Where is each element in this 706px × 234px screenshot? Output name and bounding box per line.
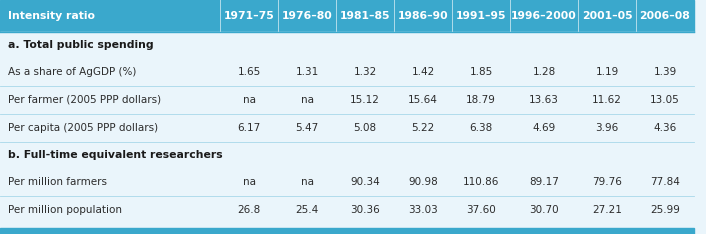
Text: 1.31: 1.31	[295, 67, 318, 77]
Text: 77.84: 77.84	[650, 177, 680, 187]
Text: 1976–80: 1976–80	[282, 11, 333, 21]
Text: 1.39: 1.39	[653, 67, 676, 77]
Text: 1.19: 1.19	[595, 67, 618, 77]
Text: 26.8: 26.8	[237, 205, 261, 215]
Text: 90.98: 90.98	[408, 177, 438, 187]
Text: 1.28: 1.28	[532, 67, 556, 77]
Text: 1.42: 1.42	[412, 67, 435, 77]
Text: 5.22: 5.22	[412, 123, 435, 133]
Text: na: na	[242, 95, 256, 105]
Text: 15.12: 15.12	[350, 95, 380, 105]
Text: 6.17: 6.17	[237, 123, 261, 133]
Text: 1986–90: 1986–90	[397, 11, 448, 21]
Text: 3.96: 3.96	[595, 123, 618, 133]
Text: 18.79: 18.79	[466, 95, 496, 105]
Text: na: na	[301, 95, 313, 105]
Text: 15.64: 15.64	[408, 95, 438, 105]
Text: na: na	[301, 177, 313, 187]
Text: 33.03: 33.03	[408, 205, 438, 215]
Text: 2006–08: 2006–08	[640, 11, 690, 21]
Text: 30.70: 30.70	[530, 205, 559, 215]
Text: 90.34: 90.34	[350, 177, 380, 187]
Text: 5.47: 5.47	[295, 123, 318, 133]
Text: 1971–75: 1971–75	[224, 11, 275, 21]
Text: Per farmer (2005 PPP dollars): Per farmer (2005 PPP dollars)	[8, 95, 161, 105]
Text: Intensity ratio: Intensity ratio	[8, 11, 95, 21]
Text: 89.17: 89.17	[529, 177, 559, 187]
Text: Per million farmers: Per million farmers	[8, 177, 107, 187]
Text: 5.08: 5.08	[354, 123, 376, 133]
Text: 27.21: 27.21	[592, 205, 622, 215]
Text: 37.60: 37.60	[466, 205, 496, 215]
Text: a. Total public spending: a. Total public spending	[8, 40, 154, 50]
Text: 79.76: 79.76	[592, 177, 622, 187]
Text: b. Full-time equivalent researchers: b. Full-time equivalent researchers	[8, 150, 222, 160]
Text: 25.4: 25.4	[295, 205, 318, 215]
Bar	[0, 32, 694, 228]
Text: 1.32: 1.32	[354, 67, 376, 77]
Text: 4.69: 4.69	[532, 123, 556, 133]
Text: 1.85: 1.85	[469, 67, 493, 77]
Text: 30.36: 30.36	[350, 205, 380, 215]
Text: 13.05: 13.05	[650, 95, 680, 105]
Text: Per million population: Per million population	[8, 205, 122, 215]
Text: 110.86: 110.86	[463, 177, 499, 187]
Text: 1991–95: 1991–95	[456, 11, 506, 21]
Text: Per capita (2005 PPP dollars): Per capita (2005 PPP dollars)	[8, 123, 158, 133]
Text: 6.38: 6.38	[469, 123, 493, 133]
Bar	[0, 0, 694, 32]
Text: 1.65: 1.65	[237, 67, 261, 77]
Text: As a share of AgGDP (%): As a share of AgGDP (%)	[8, 67, 136, 77]
Text: na: na	[242, 177, 256, 187]
Text: 4.36: 4.36	[653, 123, 676, 133]
Text: 13.63: 13.63	[529, 95, 559, 105]
Text: 25.99: 25.99	[650, 205, 680, 215]
Text: 1981–85: 1981–85	[340, 11, 390, 21]
Bar	[0, 228, 694, 234]
Text: 11.62: 11.62	[592, 95, 622, 105]
Text: 2001–05: 2001–05	[582, 11, 633, 21]
Text: 1996–2000: 1996–2000	[511, 11, 577, 21]
